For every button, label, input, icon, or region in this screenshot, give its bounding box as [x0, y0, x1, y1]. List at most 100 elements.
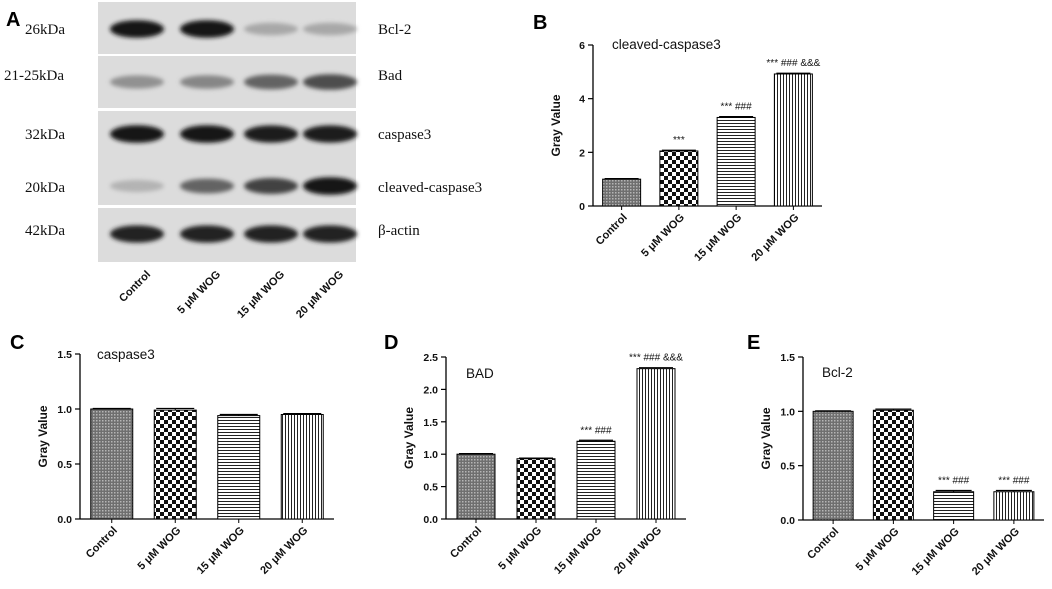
y-tick-label: 0.5 [780, 461, 795, 473]
x-tick-label: 15 μM WOG [195, 525, 247, 577]
chart-bcl-2: Bcl-2 Gray Value 0.0 0.5 1.0 1.5 Control 5 μM W… [759, 352, 1044, 578]
y-tick-label: 1.5 [423, 417, 438, 429]
blot-band [180, 20, 234, 38]
blot-band [110, 180, 164, 192]
bar-15-m-wog [576, 440, 616, 520]
bar-20-m-wog [773, 73, 813, 207]
blot-band [110, 75, 164, 89]
y-axis-label: Gray Value [402, 407, 416, 469]
bar-20-m-wog [993, 491, 1035, 521]
y-axis-label: Gray Value [36, 405, 50, 467]
chart-bad: BAD Gray Value 0.0 0.5 1.0 1.5 2.0 2.5 Control 5 … [402, 352, 686, 577]
y-tick-label: 1.0 [57, 404, 72, 416]
blot-band [303, 22, 357, 36]
y-tick-label: 1.0 [780, 406, 795, 418]
blot-band [244, 178, 298, 194]
x-tick-label: 20 μM WOG [970, 526, 1022, 578]
y-tick-label: 4 [579, 94, 585, 106]
significance-label: *** ### &&& [766, 58, 820, 69]
panel-letter-a: A [6, 9, 20, 31]
blot-band [303, 125, 357, 143]
y-tick-label: 2.5 [423, 352, 438, 364]
significance-label: *** ### [998, 475, 1030, 486]
panel-letter-b: B [533, 12, 547, 34]
blot-band [110, 225, 164, 243]
blot-band [180, 178, 234, 194]
blot-band [110, 20, 164, 38]
significance-label: *** ### [938, 475, 970, 486]
bar-control [812, 410, 854, 521]
blot-band [303, 225, 357, 243]
chart-cleaved-caspase3: cleaved-caspase3 Gray Value 0 2 4 6 Control 5 μ… [549, 37, 822, 264]
blot-band [244, 74, 298, 90]
bar-20-m-wog [636, 368, 676, 520]
bar-5-m-wog [659, 150, 699, 207]
y-tick-label: 0.0 [780, 515, 795, 527]
blot-weight-label: 21-25kDa [4, 68, 64, 84]
blot-lane-label: 20 μM WOG [294, 269, 346, 321]
y-tick-label: 6 [579, 40, 585, 52]
blot-protein-label: caspase3 [378, 127, 431, 143]
x-tick-label: 15 μM WOG [552, 525, 604, 577]
y-tick-label: 2 [579, 147, 585, 159]
significance-label: *** ### [721, 102, 753, 113]
blot-lane-label: Control [117, 269, 153, 305]
blot-band [244, 125, 298, 143]
chart-title: cleaved-caspase3 [612, 37, 721, 52]
western-blot: 26kDa Bcl-2 21-25kDa Bad 32kDa caspase3 20kDa c… [4, 2, 482, 321]
y-axis-label: Gray Value [549, 94, 563, 156]
chart-caspase3: caspase3 Gray Value 0.0 0.5 1.0 1.5 Control 5 μ… [36, 347, 334, 577]
blot-band [244, 225, 298, 243]
significance-label: *** ### &&& [629, 353, 683, 364]
y-tick-label: 0.0 [57, 514, 72, 526]
x-tick-label: 5 μM WOG [136, 525, 184, 573]
bar-control [456, 453, 496, 520]
significance-label: *** [673, 135, 685, 146]
blot-protein-label: Bcl-2 [378, 22, 411, 38]
panel-letter-d: D [384, 332, 398, 354]
blot-lane-label: 15 μM WOG [235, 269, 287, 321]
blot-protein-label: cleaved-caspase3 [378, 180, 482, 196]
blot-band [180, 75, 234, 89]
blot-protein-label: Bad [378, 68, 403, 84]
panel-letter-e: E [747, 332, 760, 354]
x-tick-label: 20 μM WOG [749, 212, 801, 264]
y-tick-label: 2.0 [423, 384, 438, 396]
y-tick-label: 0 [579, 201, 585, 213]
x-tick-label: Control [594, 212, 630, 248]
y-tick-label: 0.5 [57, 459, 72, 471]
y-tick-label: 1.5 [780, 352, 795, 364]
x-tick-label: 5 μM WOG [639, 212, 687, 260]
bar-5-m-wog [153, 409, 197, 520]
blot-band [244, 22, 298, 36]
bar-control [90, 408, 134, 520]
blot-band [303, 177, 357, 195]
bar-5-m-wog [872, 409, 914, 521]
y-tick-label: 1.0 [423, 449, 438, 461]
bar-15-m-wog [217, 415, 261, 520]
blot-protein-label: β-actin [378, 223, 420, 239]
bar-control [602, 178, 642, 207]
x-tick-label: 5 μM WOG [496, 525, 544, 573]
y-tick-label: 1.5 [57, 349, 72, 361]
significance-label: *** ### [580, 425, 612, 436]
bar-15-m-wog [716, 116, 756, 207]
bar-20-m-wog [280, 414, 324, 520]
y-tick-label: 0.0 [423, 514, 438, 526]
chart-title: caspase3 [97, 347, 155, 362]
blot-band [180, 225, 234, 243]
y-axis-label: Gray Value [759, 407, 773, 469]
blot-weight-label: 26kDa [25, 22, 65, 38]
blot-lane-label: 5 μM WOG [175, 269, 223, 317]
chart-title: Bcl-2 [822, 365, 853, 380]
blot-weight-label: 32kDa [25, 127, 65, 143]
y-tick-label: 0.5 [423, 482, 438, 494]
bar-5-m-wog [516, 458, 556, 520]
x-tick-label: 20 μM WOG [612, 525, 664, 577]
chart-title: BAD [466, 366, 494, 381]
x-tick-label: 20 μM WOG [258, 525, 310, 577]
x-tick-label: Control [84, 525, 120, 561]
blot-band [303, 74, 357, 90]
blot-weight-label: 20kDa [25, 180, 65, 196]
